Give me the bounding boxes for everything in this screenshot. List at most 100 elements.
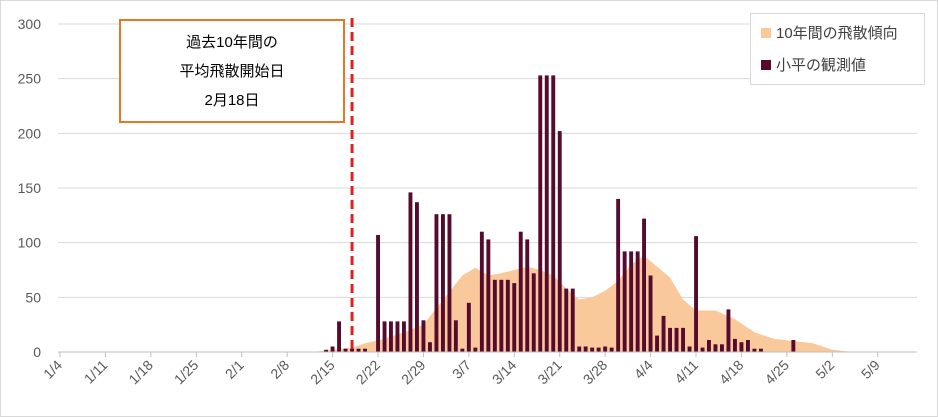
bar (531, 273, 536, 352)
legend-item-bar: 小平の観測値 (761, 54, 866, 75)
bar (661, 315, 666, 352)
bar (791, 340, 796, 352)
bar (466, 302, 471, 352)
x-tick-label: 3/28 (580, 357, 611, 388)
legend-item-area: 10年間の飛散傾向 (761, 22, 898, 43)
bar (668, 327, 672, 352)
bar (603, 346, 608, 352)
bar (583, 346, 588, 352)
bar (544, 75, 549, 353)
bar (428, 342, 432, 352)
x-tick-label: 4/11 (671, 357, 701, 387)
y-tick-label: 200 (18, 125, 42, 141)
legend-swatch-area (761, 27, 771, 38)
bar (525, 239, 530, 352)
x-tick-label: 1/4 (40, 357, 65, 382)
x-tick-label: 1/18 (125, 357, 156, 388)
bar (707, 340, 711, 352)
area-series-10yr-trend (313, 255, 852, 352)
bar (415, 202, 419, 352)
x-tick-label: 2/1 (222, 357, 247, 382)
bar (674, 327, 679, 352)
bar (648, 275, 653, 352)
bar (616, 198, 621, 352)
legend-swatch-bar (761, 59, 771, 70)
x-tick-label: 5/2 (812, 357, 837, 382)
x-tick-label: 4/25 (761, 357, 792, 388)
x-tick-label: 2/29 (398, 357, 429, 388)
bar (629, 251, 634, 352)
bar (363, 348, 367, 352)
start-date-callout: 過去10年間の 平均飛散開始日 2月18日 (119, 19, 345, 123)
bar (577, 346, 582, 352)
x-tick-label: 2/8 (267, 357, 292, 382)
bar (408, 192, 413, 352)
legend-label-bar: 小平の観測値 (776, 57, 867, 74)
bar (395, 321, 400, 352)
bar (382, 321, 387, 352)
bar (441, 214, 445, 352)
bar (687, 346, 692, 352)
bar (726, 309, 731, 352)
bar (492, 279, 497, 352)
y-tick-label: 250 (18, 71, 42, 87)
x-tick-label: 4/4 (631, 357, 656, 382)
bar (376, 235, 380, 352)
bar (635, 251, 640, 352)
y-tick-label: 300 (18, 16, 42, 32)
bar (551, 75, 556, 353)
legend-label-area: 10年間の飛散傾向 (776, 25, 898, 42)
bar (655, 335, 659, 352)
x-tick-label: 3/7 (449, 357, 474, 382)
x-tick-label: 5/9 (858, 357, 883, 382)
bar (389, 321, 393, 352)
legend: 10年間の飛散傾向 小平の観測値 (750, 13, 925, 85)
bar (518, 231, 523, 352)
bar (759, 348, 763, 352)
bar (505, 279, 510, 352)
bar (421, 320, 426, 352)
bar (447, 214, 452, 352)
x-tick-label: 3/14 (489, 357, 520, 388)
bar (324, 349, 328, 352)
y-tick-label: 50 (25, 289, 41, 305)
bar (473, 347, 478, 352)
bar (434, 214, 439, 352)
bar (343, 348, 348, 352)
y-tick-label: 0 (33, 344, 41, 360)
bar (609, 347, 614, 352)
bar (700, 347, 705, 352)
bar (330, 346, 335, 352)
x-tick-label: 2/22 (353, 357, 384, 388)
x-tick-label: 4/18 (716, 357, 747, 388)
x-tick-label: 3/21 (534, 357, 565, 388)
bar (486, 239, 491, 352)
bar (570, 288, 575, 352)
y-tick-label: 100 (18, 235, 42, 251)
bar (538, 75, 543, 353)
x-tick-label: 1/11 (81, 357, 111, 387)
bar (350, 348, 354, 352)
bar (499, 279, 504, 352)
bar (596, 347, 601, 352)
bar (622, 251, 627, 352)
bar (752, 348, 757, 352)
bar (557, 131, 562, 352)
bar (453, 320, 458, 352)
bar (337, 321, 341, 352)
bar (479, 231, 484, 352)
bar (720, 344, 724, 352)
bar (739, 342, 744, 352)
bar (713, 344, 718, 352)
bar (642, 218, 646, 352)
bar (460, 348, 465, 352)
bar (356, 348, 361, 352)
bar (681, 327, 685, 352)
bar (512, 283, 517, 352)
bar (402, 321, 406, 352)
bar (694, 236, 698, 352)
bar (564, 288, 569, 352)
bar (590, 347, 595, 352)
bar (733, 338, 737, 352)
